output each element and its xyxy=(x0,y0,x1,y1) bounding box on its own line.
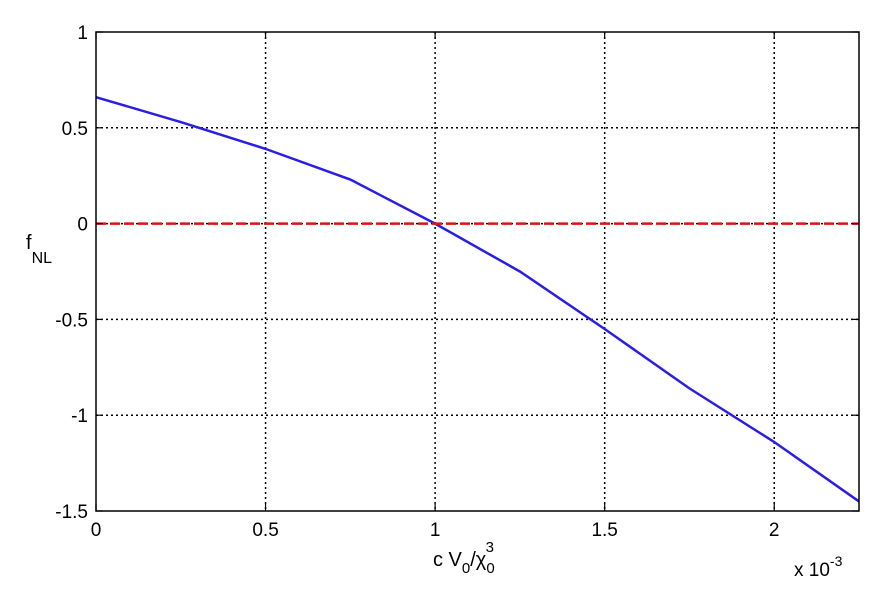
y-tick-label: 0 xyxy=(77,215,88,236)
x-axis-label-main: c V xyxy=(433,549,463,571)
x-tick-label: 0.5 xyxy=(252,520,278,541)
series-layer xyxy=(95,95,860,503)
y-tick-label: -1.5 xyxy=(55,502,88,523)
y-tick-label: -1 xyxy=(71,406,88,427)
x-tick-label: 0 xyxy=(91,520,102,541)
tick-labels: 0 0.5 1 1.5 2 -1.5 -1 -0.5 0 0.5 1 xyxy=(55,23,779,541)
series-line-1 xyxy=(95,95,860,503)
x-axis-label-sub2: 0 xyxy=(486,560,494,577)
y-axis-label-sub: NL xyxy=(32,250,53,267)
x-axis-multiplier-exp: -3 xyxy=(830,553,843,569)
y-axis-label: fNL xyxy=(26,232,52,267)
x-tick-label: 1 xyxy=(430,520,441,541)
y-tick-label: 1 xyxy=(77,23,88,44)
x-tick-label: 1.5 xyxy=(591,520,617,541)
x-axis-label: c V0/χ03 xyxy=(433,539,495,577)
x-axis-label-sup: 3 xyxy=(486,539,494,556)
plot-background xyxy=(96,32,859,511)
plot-frame xyxy=(95,31,860,512)
x-axis-label-sub1: 0 xyxy=(462,560,470,577)
x-tick-label: 2 xyxy=(769,520,780,541)
tick-marks xyxy=(95,31,859,512)
x-axis-label-slash: /χ xyxy=(470,549,487,571)
y-axis-label-main: f xyxy=(26,232,32,254)
y-tick-label: 0.5 xyxy=(62,119,88,140)
x-axis-multiplier: x 10-3 xyxy=(794,553,843,581)
y-tick-label: -0.5 xyxy=(55,310,88,331)
x-axis-multiplier-base: x 10 xyxy=(794,560,830,581)
